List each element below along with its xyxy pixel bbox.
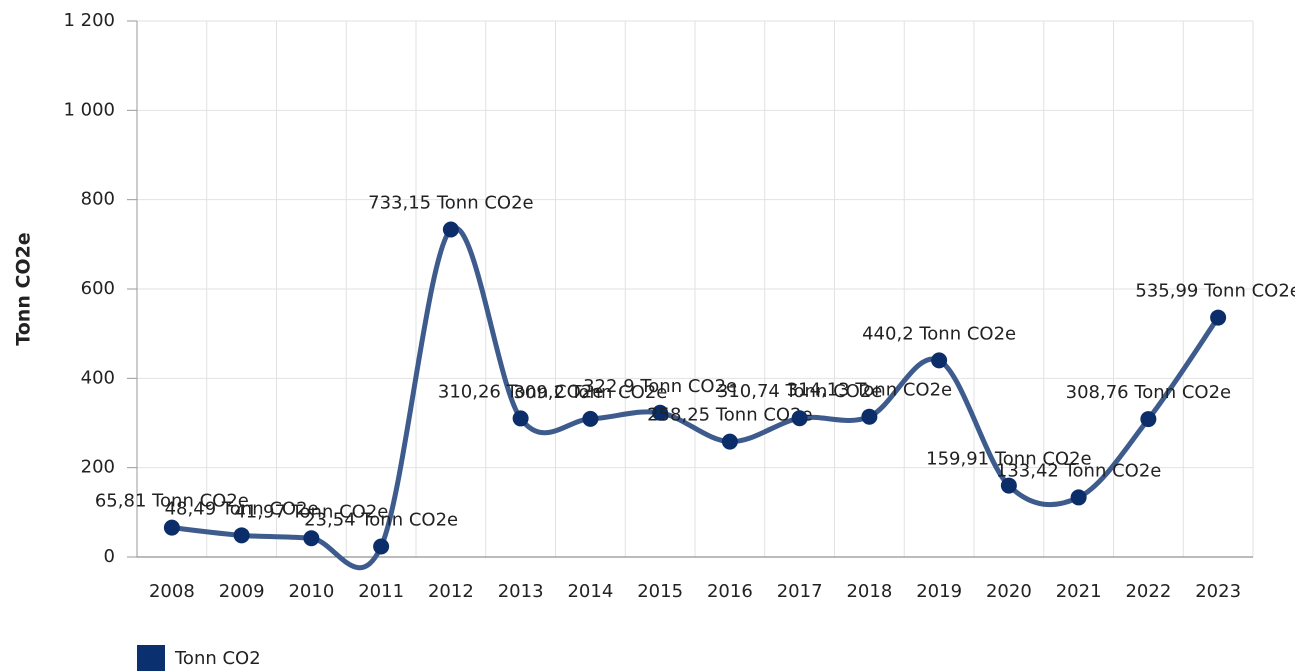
x-tick-label: 2021	[1056, 581, 1102, 602]
data-label: 41,97 Tonn CO2e	[234, 501, 388, 522]
x-tick-label: 2008	[149, 581, 195, 602]
data-label: 133,42 Tonn CO2e	[996, 460, 1161, 481]
data-label: 314,13 Tonn CO2e	[787, 380, 952, 401]
y-axis-label: Tonn CO2e	[13, 232, 35, 345]
marker	[931, 352, 948, 369]
y-tick-label: 0	[104, 546, 115, 567]
data-label: 159,91 Tonn CO2e	[926, 449, 1091, 470]
marker	[582, 410, 599, 427]
marker	[1210, 309, 1227, 326]
x-tick-label: 2010	[288, 581, 334, 602]
y-tick-label: 200	[81, 457, 115, 478]
marker	[1000, 477, 1017, 494]
marker	[373, 538, 390, 555]
x-tick-label: 2013	[498, 581, 544, 602]
data-label: 310,26 Tonn CO2e	[438, 381, 603, 402]
x-tick-label: 2014	[567, 581, 613, 602]
data-label: 308,76 Tonn CO2e	[1066, 382, 1231, 403]
data-label: 48,49 Tonn CO2e	[165, 498, 319, 519]
marker	[1140, 411, 1157, 428]
marker	[163, 519, 180, 536]
marker	[442, 221, 459, 238]
y-tick-label: 1 200	[63, 10, 115, 31]
marker	[721, 433, 738, 450]
x-tick-label: 2023	[1195, 581, 1241, 602]
data-label: 258,25 Tonn CO2e	[647, 405, 812, 426]
data-label: 440,2 Tonn CO2e	[862, 323, 1016, 344]
x-tick-label: 2018	[846, 581, 892, 602]
marker	[791, 410, 808, 427]
x-tick-label: 2022	[1125, 581, 1171, 602]
marker	[233, 527, 250, 544]
y-tick-label: 800	[81, 189, 115, 210]
legend-label: Tonn CO2	[174, 648, 261, 669]
marker	[303, 530, 320, 547]
x-tick-label: 2020	[986, 581, 1032, 602]
legend-swatch	[137, 645, 165, 671]
x-tick-label: 2019	[916, 581, 962, 602]
x-tick-label: 2016	[707, 581, 753, 602]
data-label: 322,9 Tonn CO2e	[583, 376, 737, 397]
x-tick-label: 2017	[777, 581, 823, 602]
x-tick-label: 2011	[358, 581, 404, 602]
marker	[861, 408, 878, 425]
y-tick-label: 400	[81, 367, 115, 388]
data-label: 733,15 Tonn CO2e	[368, 193, 533, 214]
data-label: 310,74 Tonn CO2e	[717, 381, 882, 402]
x-tick-label: 2015	[637, 581, 683, 602]
y-tick-label: 1 000	[63, 99, 115, 120]
data-label: 535,99 Tonn CO2e	[1135, 281, 1295, 302]
x-tick-label: 2009	[219, 581, 265, 602]
y-tick-label: 600	[81, 278, 115, 299]
marker	[1070, 489, 1087, 506]
data-label: 309,2 Tonn CO2e	[513, 382, 667, 403]
x-tick-label: 2012	[428, 581, 474, 602]
data-label: 65,81 Tonn CO2e	[95, 491, 249, 512]
marker	[652, 404, 669, 421]
data-label: 23,54 Tonn CO2e	[304, 509, 458, 530]
marker	[512, 410, 529, 427]
